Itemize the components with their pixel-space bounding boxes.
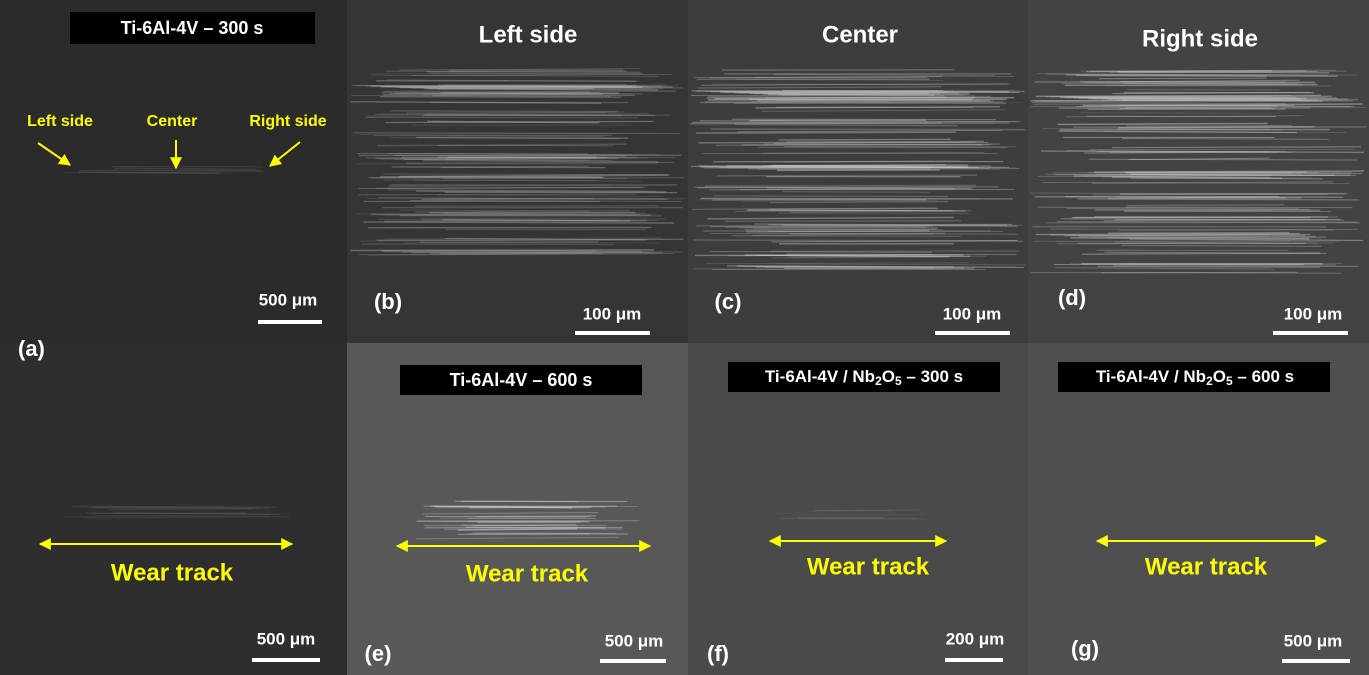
- streak: [695, 255, 963, 256]
- streak: [1127, 205, 1284, 206]
- scale-bar: [1282, 659, 1350, 663]
- scale-bar: [1273, 331, 1348, 335]
- streak: [353, 133, 680, 134]
- annotation: Wear track: [807, 553, 930, 580]
- panel-label: (d): [1058, 285, 1086, 310]
- annotation: Wear track: [111, 559, 234, 586]
- streak: [1095, 210, 1320, 211]
- streak: [420, 218, 666, 219]
- panel-label: (a): [18, 336, 45, 361]
- streak: [1120, 194, 1346, 195]
- annotation: Center: [147, 113, 198, 130]
- streak: [711, 129, 1026, 130]
- scale-bar-label: 500 μm: [1284, 631, 1343, 650]
- title-part: – 300 s: [902, 367, 963, 386]
- panel-label: (c): [715, 289, 742, 314]
- streak: [700, 103, 1006, 104]
- scale-bar: [935, 331, 1010, 335]
- streak: [469, 521, 640, 522]
- streak: [710, 252, 932, 253]
- panel-label: (b): [374, 289, 402, 314]
- scale-bar-label: 100 μm: [943, 304, 1002, 323]
- scale-bar: [258, 320, 322, 324]
- annotation: Wear track: [466, 560, 589, 587]
- streak: [1131, 178, 1323, 179]
- title-part: Ti-6Al-4V / Nb: [765, 367, 875, 386]
- panel-label: (e): [365, 641, 392, 666]
- annotation: Left side: [27, 113, 93, 130]
- annotation: Right side: [249, 113, 326, 130]
- streak: [705, 185, 976, 186]
- streak: [769, 209, 938, 210]
- streak: [764, 144, 982, 145]
- scale-bar-label: 100 μm: [583, 304, 642, 323]
- streak: [368, 177, 601, 178]
- title-part: – 600 s: [1233, 367, 1294, 386]
- streak: [350, 250, 654, 251]
- streak: [787, 142, 989, 143]
- scale-bar: [600, 659, 666, 663]
- scale-bar-label: 500 μm: [259, 290, 318, 309]
- title-part: Ti-6Al-4V / Nb: [1096, 367, 1206, 386]
- title-part: O: [882, 367, 895, 386]
- figure: Ti-6Al-4V – 300 s Left side Center Right…: [0, 0, 1369, 675]
- scale-bar-label: 100 μm: [1284, 304, 1343, 323]
- scale-bar: [575, 331, 650, 335]
- scale-bar-label: 500 μm: [605, 631, 664, 650]
- panel-title: Ti-6Al-4V – 300 s: [121, 18, 264, 38]
- streak: [1118, 127, 1314, 128]
- streak: [1099, 78, 1266, 79]
- title-part: O: [1213, 367, 1226, 386]
- panel-title: Left side: [479, 21, 578, 48]
- panel-g: [1028, 343, 1369, 675]
- panel-title: Center: [822, 21, 898, 48]
- streak: [1119, 108, 1310, 109]
- streak: [477, 522, 581, 523]
- streak: [696, 132, 956, 133]
- streak: [1116, 196, 1279, 197]
- panel-title: Right side: [1142, 25, 1258, 52]
- streak: [779, 139, 951, 140]
- streak: [109, 509, 253, 510]
- streak: [407, 162, 675, 163]
- streak: [772, 257, 948, 258]
- streak: [389, 185, 677, 186]
- streak: [357, 213, 646, 214]
- scale-bar-label: 500 μm: [257, 629, 316, 648]
- panel-title: Ti-6Al-4V / Nb2O5 – 300 s: [765, 367, 963, 388]
- streak: [1126, 125, 1292, 126]
- scale-bar-label: 200 μm: [946, 629, 1005, 648]
- panel-label: (f): [707, 641, 729, 666]
- streak: [426, 72, 640, 73]
- streak: [1125, 207, 1352, 208]
- streak: [466, 527, 605, 528]
- scale-bar: [252, 658, 320, 662]
- panel-title: Ti-6Al-4V / Nb2O5 – 600 s: [1096, 367, 1294, 388]
- panel-title: Ti-6Al-4V – 600 s: [450, 370, 593, 390]
- panel-label: (g): [1071, 636, 1099, 661]
- streak: [708, 99, 1007, 100]
- panel-f: [688, 343, 1028, 675]
- streak: [1076, 75, 1338, 76]
- streak: [717, 175, 977, 176]
- streak: [390, 111, 617, 112]
- streak: [783, 192, 930, 193]
- streak: [1057, 123, 1267, 124]
- streak: [362, 244, 615, 245]
- streak: [473, 533, 616, 534]
- streak: [1097, 267, 1320, 268]
- streak: [1121, 264, 1336, 265]
- streak: [449, 70, 624, 71]
- scale-bar: [945, 658, 1003, 662]
- streak: [380, 97, 621, 98]
- streak: [1097, 152, 1292, 153]
- streak: [694, 187, 973, 188]
- annotation: Wear track: [1145, 553, 1268, 580]
